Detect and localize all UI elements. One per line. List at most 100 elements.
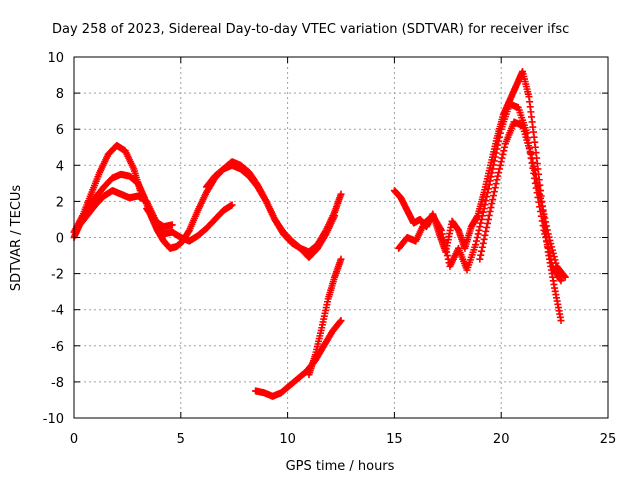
data-point bbox=[478, 243, 486, 251]
data-point bbox=[531, 166, 539, 174]
data-point bbox=[541, 214, 549, 222]
data-point bbox=[478, 212, 486, 220]
data-point bbox=[551, 256, 559, 264]
data-point bbox=[529, 158, 537, 166]
data-point bbox=[337, 190, 345, 198]
y-tick-label: -10 bbox=[43, 412, 64, 427]
data-point bbox=[495, 133, 503, 141]
data-point bbox=[441, 241, 449, 249]
data-point bbox=[477, 251, 485, 259]
data-point bbox=[495, 137, 503, 145]
data-point bbox=[540, 210, 548, 218]
series-track-g bbox=[305, 255, 345, 379]
plot-frame bbox=[73, 56, 609, 419]
data-point bbox=[492, 149, 500, 157]
data-point bbox=[438, 230, 446, 238]
data-point bbox=[548, 246, 556, 254]
data-point bbox=[542, 222, 550, 230]
data-point bbox=[550, 253, 558, 261]
y-tick-label: 0 bbox=[56, 232, 64, 247]
data-point bbox=[489, 196, 497, 204]
data-points bbox=[70, 67, 569, 400]
data-point bbox=[490, 188, 498, 196]
data-point bbox=[480, 205, 488, 213]
data-point bbox=[493, 176, 501, 184]
data-point bbox=[496, 161, 504, 169]
data-point bbox=[168, 221, 176, 229]
series-track-j bbox=[476, 118, 569, 281]
data-point bbox=[484, 189, 492, 197]
data-point bbox=[534, 182, 542, 190]
data-point bbox=[482, 227, 490, 235]
y-tick-label: 8 bbox=[56, 87, 64, 102]
y-tick-label: 10 bbox=[47, 51, 64, 66]
data-point bbox=[557, 317, 565, 325]
data-point bbox=[536, 190, 544, 198]
data-point bbox=[499, 150, 507, 158]
data-point bbox=[545, 233, 553, 241]
data-point bbox=[533, 178, 541, 186]
x-tick-label: 15 bbox=[386, 432, 403, 447]
data-point bbox=[494, 172, 502, 180]
data-point bbox=[532, 174, 540, 182]
data-point bbox=[337, 317, 345, 325]
data-point bbox=[331, 212, 339, 220]
data-point bbox=[494, 141, 502, 149]
data-point bbox=[486, 177, 494, 185]
data-point bbox=[544, 244, 552, 252]
data-point bbox=[487, 173, 495, 181]
data-point bbox=[548, 243, 556, 251]
data-point bbox=[478, 247, 486, 255]
data-point bbox=[481, 201, 489, 209]
data-point bbox=[490, 192, 498, 200]
data-point bbox=[542, 218, 550, 226]
data-point bbox=[437, 226, 445, 234]
data-point bbox=[443, 248, 451, 256]
data-point bbox=[528, 154, 536, 162]
data-point bbox=[544, 230, 552, 238]
data-point bbox=[491, 153, 499, 161]
data-point bbox=[531, 170, 539, 178]
y-tick-label: -6 bbox=[51, 340, 64, 355]
data-point bbox=[337, 255, 345, 263]
data-point bbox=[443, 252, 451, 260]
data-point bbox=[489, 165, 497, 173]
data-point bbox=[561, 273, 569, 281]
data-point bbox=[487, 204, 495, 212]
data-point bbox=[476, 223, 484, 231]
y-tick-label: -4 bbox=[51, 304, 64, 319]
data-point bbox=[442, 244, 450, 252]
chart-title: Day 258 of 2023, Sidereal Day-to-day VTE… bbox=[52, 22, 569, 37]
y-tick-label: 6 bbox=[56, 123, 64, 138]
data-point bbox=[488, 169, 496, 177]
series-track-i bbox=[395, 100, 565, 285]
data-point bbox=[477, 219, 485, 227]
data-point bbox=[539, 206, 547, 214]
data-point bbox=[474, 230, 482, 238]
data-point bbox=[497, 158, 505, 166]
data-point bbox=[538, 202, 546, 210]
data-point bbox=[479, 208, 487, 216]
data-point bbox=[484, 219, 492, 227]
data-point bbox=[475, 226, 483, 234]
x-tick-label: 20 bbox=[493, 432, 510, 447]
data-point bbox=[495, 169, 503, 177]
data-point bbox=[480, 235, 488, 243]
data-point bbox=[552, 259, 560, 267]
data-point bbox=[546, 236, 554, 244]
grid bbox=[74, 57, 608, 418]
data-point bbox=[483, 223, 491, 231]
data-point bbox=[547, 240, 555, 248]
data-point bbox=[557, 277, 565, 285]
data-point bbox=[472, 241, 480, 249]
data-point bbox=[336, 318, 344, 326]
data-point bbox=[485, 211, 493, 219]
series-track-a bbox=[70, 161, 345, 256]
y-tick-label: 4 bbox=[56, 159, 64, 174]
data-point bbox=[484, 215, 492, 223]
y-axis-label: SDTVAR / TECUs bbox=[9, 185, 24, 292]
data-point bbox=[440, 237, 448, 245]
data-point bbox=[543, 241, 551, 249]
data-point bbox=[485, 181, 493, 189]
